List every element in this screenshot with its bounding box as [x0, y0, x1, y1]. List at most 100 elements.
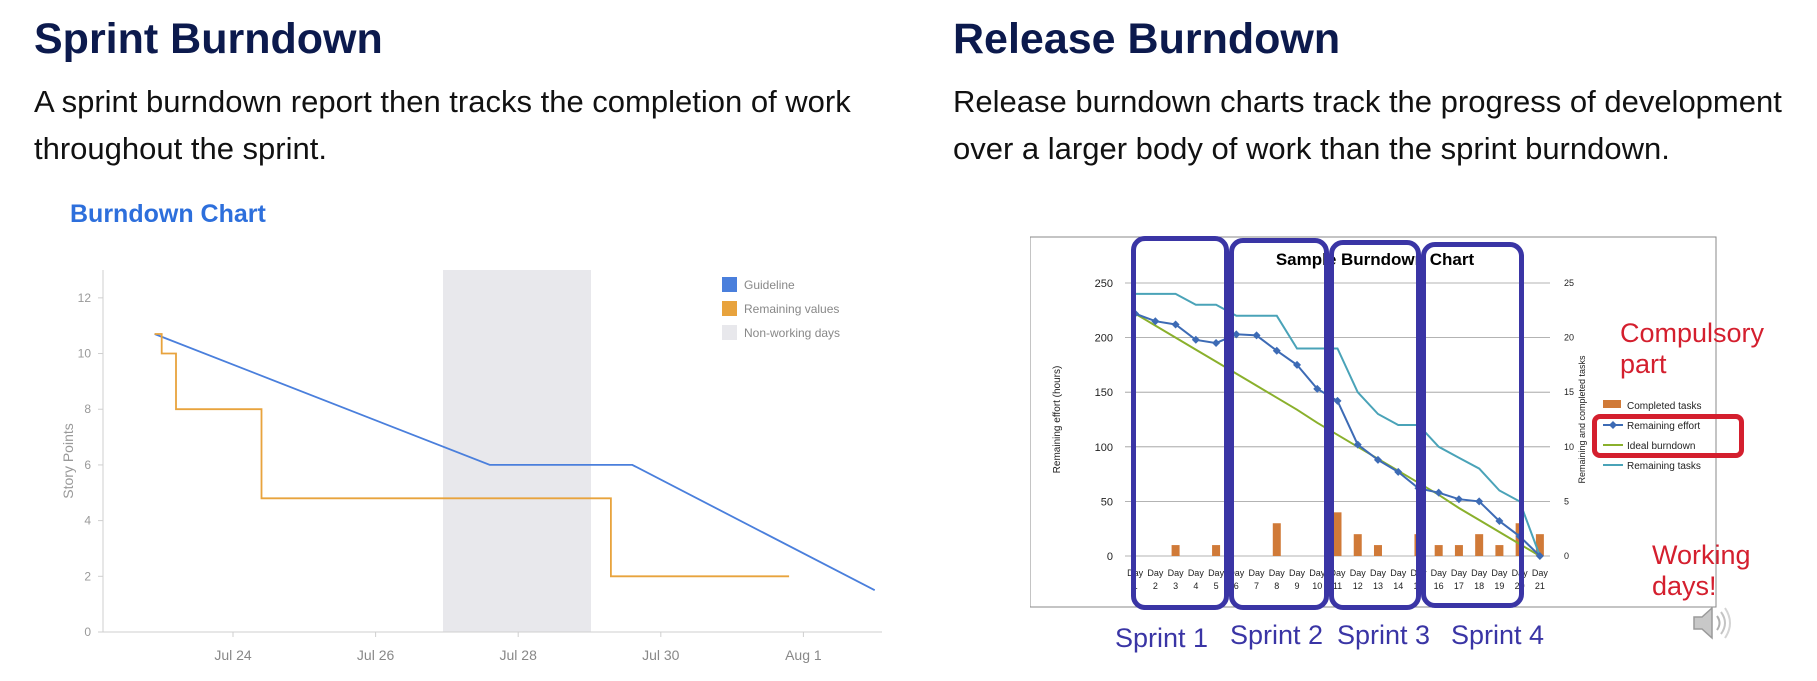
legend-label: Guideline [744, 278, 795, 292]
legend-label: Non-working days [744, 326, 840, 340]
remaining-effort-point [1232, 330, 1241, 339]
remaining-effort-point [1495, 517, 1504, 526]
day-word-label: Day [1390, 568, 1407, 578]
remaining-effort-point [1212, 339, 1221, 348]
remaining-effort-point [1191, 335, 1200, 344]
y-tick-label: 8 [84, 402, 91, 416]
day-word-label: Day [1532, 568, 1549, 578]
y-tick-label: 0 [1107, 551, 1113, 563]
day-word-label: Day [1491, 568, 1508, 578]
remaining-values-series [154, 333, 790, 578]
day-word-label: Day [1451, 568, 1468, 578]
y2-axis-label: Remaining and completed tasks [1577, 355, 1587, 484]
day-number-label: 1 [1133, 581, 1138, 591]
day-word-label: Day [1188, 568, 1205, 578]
day-number-label: 7 [1254, 581, 1259, 591]
release-burndown-title: Release Burndown [953, 15, 1341, 63]
legend-swatch [1603, 400, 1621, 408]
remaining-effort-point [1151, 317, 1160, 326]
day-word-label: Day [1168, 568, 1185, 578]
day-number-label: 3 [1173, 581, 1178, 591]
sprint-burndown-title: Sprint Burndown [34, 15, 383, 63]
day-word-label: Day [1289, 568, 1306, 578]
day-word-label: Day [1512, 568, 1529, 578]
sprint-1-label: Sprint 1 [1115, 623, 1209, 653]
day-number-label: 8 [1274, 581, 1279, 591]
y-tick-label: 150 [1095, 387, 1113, 399]
completed-tasks-bar [1212, 545, 1221, 556]
y-tick-label: 4 [84, 514, 91, 528]
day-number-label: 13 [1373, 581, 1383, 591]
remaining-effort-point [1252, 331, 1261, 340]
y-tick-label: 6 [84, 458, 91, 472]
legend-label: Remaining values [744, 302, 839, 316]
y2-tick-label: 15 [1564, 387, 1574, 397]
release-burndown-chart: Sample Burndown Chart 0 50 100 150 200 250 0 5 1… [1030, 236, 1717, 608]
remaining-effort-point [1535, 552, 1544, 560]
y2-tick-label: 25 [1564, 278, 1574, 288]
day-number-label: 17 [1454, 581, 1464, 591]
legend-swatch [722, 301, 737, 316]
remaining-effort-point [1353, 440, 1362, 449]
release-burndown-description: Release burndown charts track the progre… [953, 84, 1782, 166]
non-working-days-band [443, 270, 591, 632]
legend-label: Ideal burndown [1627, 441, 1695, 452]
completed-tasks-bar [1414, 534, 1423, 556]
y-tick-label: 100 [1095, 442, 1113, 454]
day-word-label: Day [1370, 568, 1387, 578]
day-number-label: 16 [1434, 581, 1444, 591]
day-word-label: Day [1309, 568, 1326, 578]
day-number-label: 20 [1515, 581, 1525, 591]
day-word-label: Day [1471, 568, 1488, 578]
legend-marker [1609, 421, 1617, 429]
remaining-effort-point [1394, 467, 1403, 476]
sample-burndown-title: Sample Burndown Chart [1276, 250, 1475, 269]
remaining-effort-point [1475, 497, 1484, 506]
completed-tasks-bar [1475, 534, 1484, 556]
day-word-label: Day [1431, 568, 1448, 578]
y-axis-label: Remaining effort (hours) [1052, 366, 1063, 474]
day-number-label: 5 [1214, 581, 1219, 591]
completed-tasks-bar [1171, 545, 1180, 556]
y-tick-label: 10 [78, 347, 92, 361]
remaining-effort-point [1434, 488, 1443, 497]
sprint-burndown-chart: 0 2 4 6 8 10 12 Jul 24 Jul 26 Jul 28 Jul 30 Aug 1 St… [60, 270, 882, 663]
y-tick-label: 200 [1095, 333, 1113, 345]
y2-tick-label: 0 [1564, 551, 1569, 561]
day-number-label: 4 [1193, 581, 1198, 591]
y2-tick-label: 5 [1564, 496, 1569, 506]
day-word-label: Day [1269, 568, 1286, 578]
remaining-effort-point [1313, 384, 1322, 393]
day-number-label: 11 [1333, 581, 1342, 591]
completed-tasks-bar [1272, 523, 1281, 556]
day-word-label: Day [1350, 568, 1367, 578]
day-word-label: Day [1147, 568, 1164, 578]
day-number-label: 21 [1535, 581, 1545, 591]
completed-tasks-bar [1454, 545, 1463, 556]
day-number-label: 14 [1393, 581, 1403, 591]
x-tick-label: Jul 28 [500, 647, 538, 663]
y-tick-label: 250 [1095, 278, 1113, 290]
legend-label: Completed tasks [1627, 401, 1701, 412]
day-word-label: Day [1249, 568, 1266, 578]
y-tick-label: 2 [84, 569, 91, 583]
sprint-3-label: Sprint 3 [1337, 620, 1431, 650]
legend-swatch [722, 277, 737, 292]
legend-label: Remaining tasks [1627, 461, 1701, 472]
day-word-label: Day [1127, 568, 1144, 578]
day-number-label: 18 [1474, 581, 1484, 591]
completed-tasks-bar [1373, 545, 1382, 556]
remaining-effort-point [1373, 455, 1382, 464]
y2-tick-label: 10 [1564, 442, 1574, 452]
day-word-label: Day [1228, 568, 1245, 578]
sprint-burndown-description: A sprint burndown report then tracks the… [34, 84, 851, 166]
remaining-effort-point [1171, 320, 1180, 329]
sprint-4-label: Sprint 4 [1451, 620, 1545, 650]
x-tick-label: Jul 30 [642, 647, 680, 663]
y-tick-label: 0 [84, 625, 91, 639]
x-tick-label: Jul 26 [357, 647, 395, 663]
remaining-effort-point [1333, 396, 1342, 405]
completed-tasks-bar [1495, 545, 1504, 556]
day-number-label: 6 [1234, 581, 1239, 591]
day-number-label: 2 [1153, 581, 1158, 591]
